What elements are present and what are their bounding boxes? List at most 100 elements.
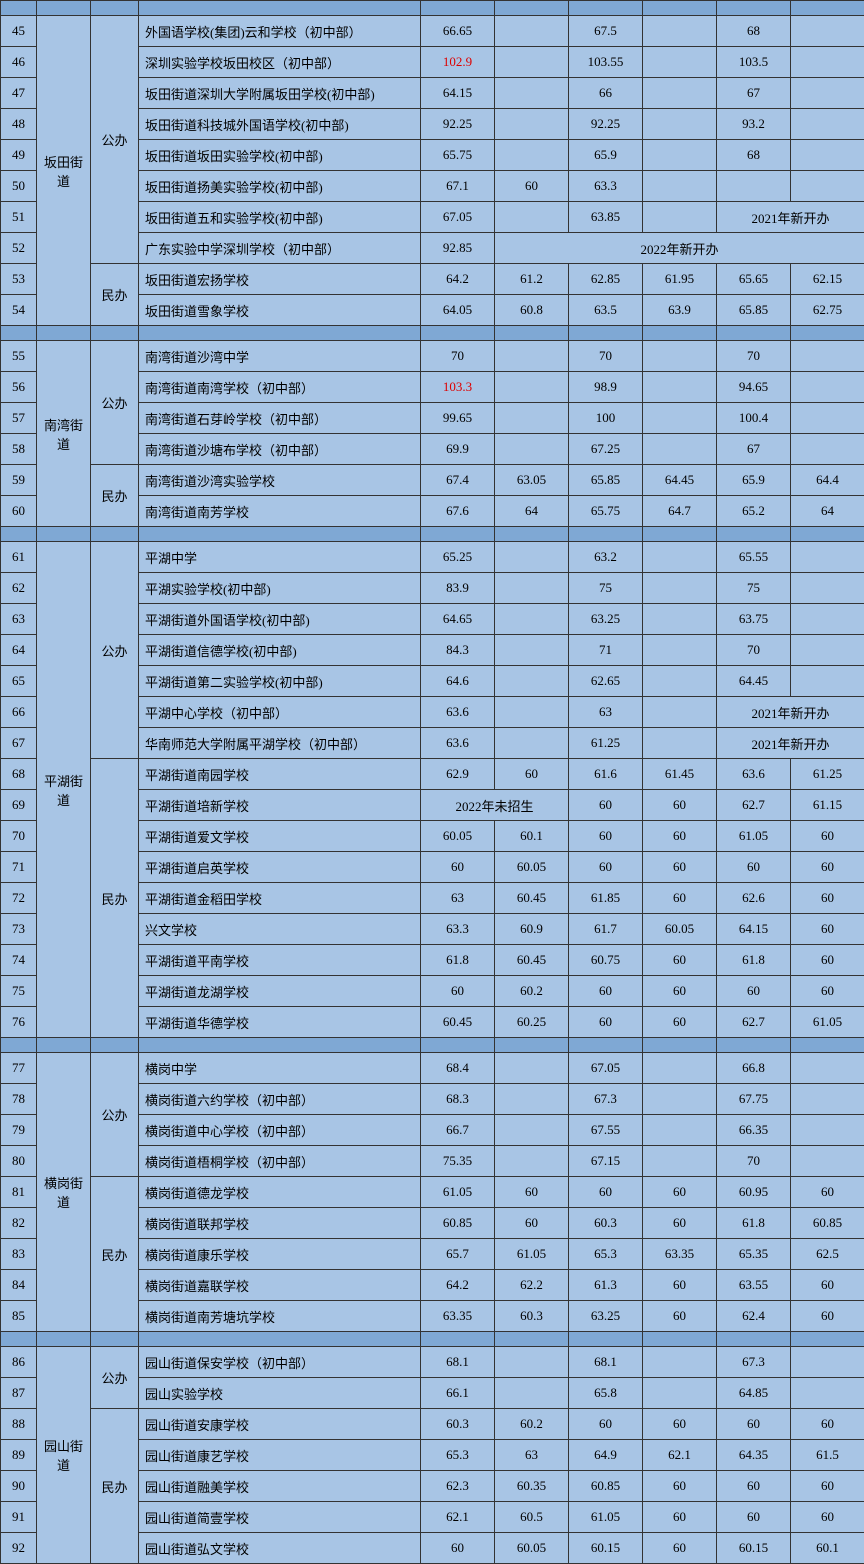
row-index: 90	[1, 1471, 37, 1502]
value-cell: 60.1	[495, 821, 569, 852]
value-cell: 67.05	[421, 202, 495, 233]
value-cell: 60.05	[643, 914, 717, 945]
row-index: 82	[1, 1208, 37, 1239]
value-cell: 63.55	[717, 1270, 791, 1301]
value-cell: 100.4	[717, 403, 791, 434]
separator-cell	[791, 1332, 864, 1347]
value-cell: 63.2	[569, 542, 643, 573]
value-cell: 67.75	[717, 1084, 791, 1115]
note-cell: 2022年未招生	[421, 790, 569, 821]
row-index: 81	[1, 1177, 37, 1208]
school-name: 广东实验中学深圳学校（初中部）	[139, 233, 421, 264]
school-type-cell: 公办	[91, 1053, 139, 1177]
value-cell: 103.3	[421, 372, 495, 403]
value-cell: 61.45	[643, 759, 717, 790]
school-name: 坂田街道坂田实验学校(初中部)	[139, 140, 421, 171]
value-cell: 60	[643, 1208, 717, 1239]
value-cell: 66.7	[421, 1115, 495, 1146]
row-index: 66	[1, 697, 37, 728]
value-cell: 62.7	[717, 790, 791, 821]
value-cell: 63	[569, 697, 643, 728]
value-cell	[643, 666, 717, 697]
value-cell: 65.75	[569, 496, 643, 527]
row-index: 68	[1, 759, 37, 790]
value-cell	[643, 697, 717, 728]
value-cell: 64.35	[717, 1440, 791, 1471]
value-cell	[495, 573, 569, 604]
value-cell: 67.4	[421, 465, 495, 496]
row-index: 62	[1, 573, 37, 604]
value-cell: 65.2	[717, 496, 791, 527]
row-index: 79	[1, 1115, 37, 1146]
value-cell: 71	[569, 635, 643, 666]
value-cell: 67.3	[569, 1084, 643, 1115]
value-cell: 61.8	[421, 945, 495, 976]
school-name: 深圳实验学校坂田校区（初中部）	[139, 47, 421, 78]
row-index: 51	[1, 202, 37, 233]
school-name: 平湖街道信德学校(初中部)	[139, 635, 421, 666]
value-cell: 68	[717, 140, 791, 171]
value-cell	[791, 666, 864, 697]
separator-cell	[91, 326, 139, 341]
value-cell	[643, 140, 717, 171]
row-index: 70	[1, 821, 37, 852]
district-cell: 横岗街道	[37, 1053, 91, 1332]
value-cell: 60.95	[717, 1177, 791, 1208]
row-index: 77	[1, 1053, 37, 1084]
school-name: 坂田街道五和实验学校(初中部)	[139, 202, 421, 233]
district-cell: 坂田街道	[37, 16, 91, 326]
school-name: 平湖街道金稻田学校	[139, 883, 421, 914]
value-cell: 61.6	[569, 759, 643, 790]
row-index: 80	[1, 1146, 37, 1177]
value-cell: 60	[791, 821, 864, 852]
separator-cell	[569, 1332, 643, 1347]
value-cell: 61.05	[569, 1502, 643, 1533]
school-type-cell: 公办	[91, 341, 139, 465]
value-cell: 60	[717, 1471, 791, 1502]
value-cell: 62.1	[421, 1502, 495, 1533]
row-index: 53	[1, 264, 37, 295]
value-cell: 62.1	[643, 1440, 717, 1471]
school-name: 平湖街道爱文学校	[139, 821, 421, 852]
value-cell: 64.15	[421, 78, 495, 109]
value-cell	[495, 1084, 569, 1115]
value-cell: 63.25	[569, 604, 643, 635]
school-name: 华南师范大学附属平湖学校（初中部）	[139, 728, 421, 759]
row-index: 59	[1, 465, 37, 496]
value-cell	[643, 403, 717, 434]
value-cell: 60.25	[495, 1007, 569, 1038]
table-row: 53民办坂田街道宏扬学校64.261.262.8561.9565.6562.15	[1, 264, 864, 295]
value-cell: 64.4	[791, 465, 864, 496]
value-cell: 63.6	[421, 697, 495, 728]
value-cell: 63	[495, 1440, 569, 1471]
value-cell: 62.65	[569, 666, 643, 697]
school-name: 横岗街道梧桐学校（初中部）	[139, 1146, 421, 1177]
school-name: 园山街道简壹学校	[139, 1502, 421, 1533]
separator-cell	[37, 527, 91, 542]
row-index: 83	[1, 1239, 37, 1270]
value-cell: 60	[643, 1409, 717, 1440]
value-cell: 62.15	[791, 264, 864, 295]
value-cell: 63.75	[717, 604, 791, 635]
value-cell: 61.8	[717, 1208, 791, 1239]
value-cell: 60.15	[569, 1533, 643, 1564]
row-index: 58	[1, 434, 37, 465]
value-cell	[495, 697, 569, 728]
value-cell	[643, 1115, 717, 1146]
value-cell	[643, 728, 717, 759]
row-index: 52	[1, 233, 37, 264]
district-cell: 南湾街道	[37, 341, 91, 527]
school-name: 园山街道保安学校（初中部）	[139, 1347, 421, 1378]
value-cell: 60.5	[495, 1502, 569, 1533]
note-cell: 2022年新开办	[495, 233, 864, 264]
value-cell: 62.5	[791, 1239, 864, 1270]
table-row: 59民办南湾街道沙湾实验学校67.463.0565.8564.4565.964.…	[1, 465, 864, 496]
row-index: 71	[1, 852, 37, 883]
value-cell	[791, 78, 864, 109]
value-cell	[495, 1378, 569, 1409]
value-cell: 93.2	[717, 109, 791, 140]
value-cell: 65.9	[569, 140, 643, 171]
value-cell	[495, 109, 569, 140]
school-name: 园山街道弘文学校	[139, 1533, 421, 1564]
value-cell: 65.85	[569, 465, 643, 496]
